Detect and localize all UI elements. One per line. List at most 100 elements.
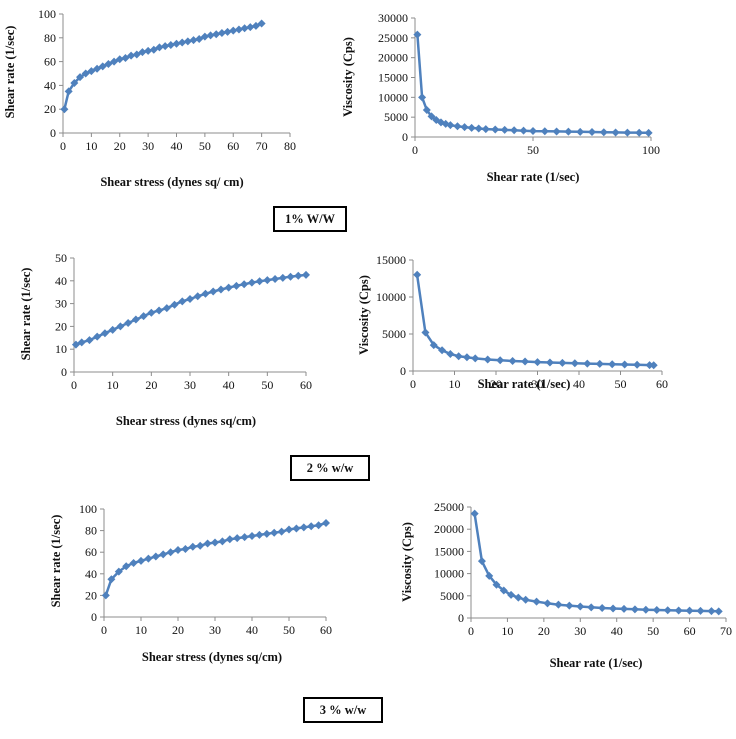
data-point xyxy=(223,27,232,36)
y-tick-label: 0 xyxy=(458,611,464,625)
y-tick-label: 60 xyxy=(85,545,97,559)
y-tick-label: 5000 xyxy=(440,589,464,603)
data-point xyxy=(514,593,523,602)
data-point xyxy=(101,591,110,600)
data-point xyxy=(193,292,202,301)
data-point xyxy=(248,532,256,540)
x-tick-label: 60 xyxy=(227,139,239,153)
data-point xyxy=(467,123,476,132)
y-tick-label: 80 xyxy=(44,31,56,45)
data-point xyxy=(609,604,618,613)
data-point xyxy=(104,59,113,68)
x-tick-label: 50 xyxy=(261,378,273,392)
data-point xyxy=(181,544,190,553)
data-point xyxy=(71,340,80,349)
data-point xyxy=(224,283,233,292)
x-tick-label: 20 xyxy=(538,624,550,638)
data-point xyxy=(674,606,683,615)
x-tick-label: 0 xyxy=(468,624,474,638)
data-point xyxy=(200,32,209,41)
y-tick-label: 80 xyxy=(85,524,97,538)
data-point xyxy=(623,128,632,137)
y-tick-label: 10000 xyxy=(376,290,406,304)
data-point xyxy=(277,527,286,536)
data-point xyxy=(570,359,579,368)
y-tick-label: 30 xyxy=(55,297,67,311)
data-point xyxy=(496,356,505,365)
x-tick-label: 10 xyxy=(107,378,119,392)
data-point xyxy=(161,42,170,51)
x-tick-label: 50 xyxy=(527,143,539,157)
x-tick-label: 20 xyxy=(172,623,184,637)
x-tick-label: 0 xyxy=(412,143,418,157)
data-point xyxy=(64,87,73,96)
y-axis-title: Shear rate (1/sec) xyxy=(19,268,33,361)
data-point xyxy=(533,358,542,367)
y-tick-label: 20 xyxy=(55,319,67,333)
y-tick-label: 25000 xyxy=(434,500,464,514)
data-point xyxy=(532,597,541,606)
data-point xyxy=(292,524,301,533)
data-point xyxy=(481,125,490,134)
data-point xyxy=(166,548,175,557)
data-point xyxy=(483,355,492,364)
data-point xyxy=(196,541,205,550)
x-tick-label: 20 xyxy=(490,377,502,391)
y-tick-label: 25000 xyxy=(378,31,408,45)
data-point xyxy=(195,34,204,43)
data-point xyxy=(81,69,90,78)
data-point xyxy=(229,26,238,35)
data-point xyxy=(132,50,141,59)
x-tick-label: 10 xyxy=(501,624,513,638)
data-point xyxy=(564,127,573,136)
x-axis-title: Shear rate (1/sec) xyxy=(487,170,580,184)
y-tick-label: 5000 xyxy=(382,327,406,341)
y-tick-label: 50 xyxy=(55,251,67,265)
data-point xyxy=(122,562,131,571)
data-point xyxy=(598,604,607,613)
data-point xyxy=(116,322,125,331)
data-point xyxy=(294,271,303,280)
x-tick-label: 70 xyxy=(256,139,268,153)
data-point xyxy=(278,273,287,282)
y-tick-label: 10 xyxy=(55,342,67,356)
data-point xyxy=(620,360,629,369)
data-point xyxy=(262,529,271,538)
data-point xyxy=(170,300,179,309)
y-tick-label: 0 xyxy=(61,365,67,379)
data-point xyxy=(233,534,242,543)
y-tick-label: 60 xyxy=(44,55,56,69)
data-point xyxy=(234,25,243,34)
y-tick-label: 30000 xyxy=(378,11,408,25)
data-point xyxy=(302,270,310,279)
data-point xyxy=(543,599,552,608)
x-axis-title: Shear stress (dynes sq/cm) xyxy=(116,414,256,428)
data-point xyxy=(211,538,219,547)
data-point xyxy=(201,289,210,298)
x-tick-label: 10 xyxy=(85,139,97,153)
data-point xyxy=(98,62,107,71)
data-point xyxy=(508,357,517,366)
data-point xyxy=(172,39,181,48)
x-tick-label: 30 xyxy=(184,378,196,392)
data-point xyxy=(271,274,280,283)
data-point xyxy=(587,603,596,612)
data-point xyxy=(270,528,279,537)
concentration-label-2: 2 % w/w xyxy=(290,455,370,481)
data-point xyxy=(576,127,585,136)
data-point xyxy=(521,357,530,366)
data-point xyxy=(707,607,716,616)
data-point xyxy=(599,128,608,137)
data-point xyxy=(565,601,574,610)
x-tick-label: 30 xyxy=(209,623,221,637)
data-point xyxy=(485,571,494,580)
data-point xyxy=(663,606,672,615)
data-point xyxy=(114,567,123,576)
x-tick-label: 50 xyxy=(283,623,295,637)
data-point xyxy=(108,325,117,334)
data-point xyxy=(240,280,249,289)
